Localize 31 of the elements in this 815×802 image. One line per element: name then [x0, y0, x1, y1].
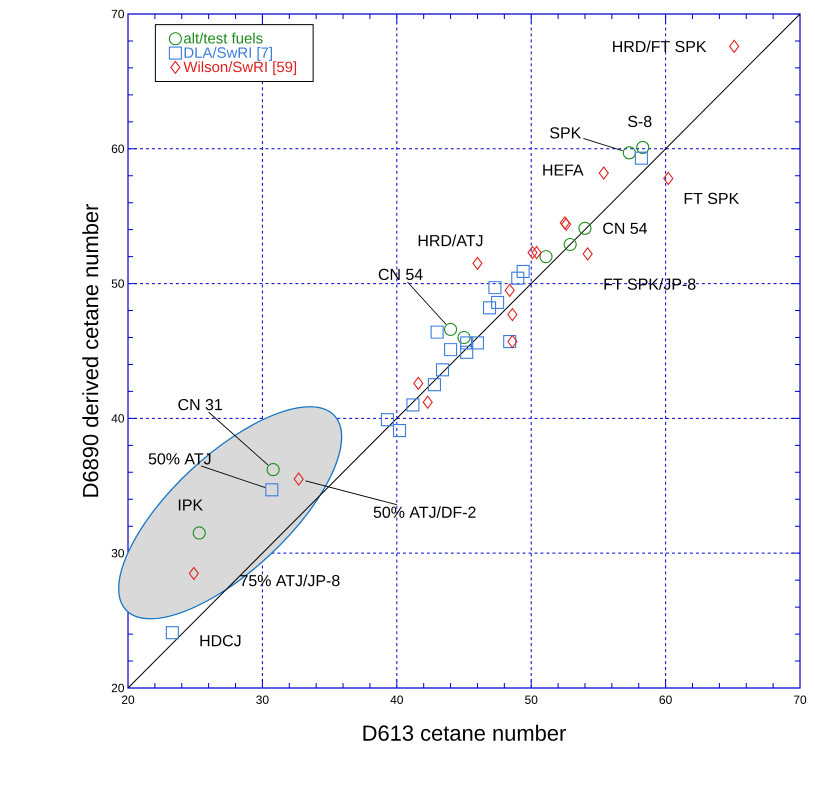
annotation: 50% ATJ/DF-2 — [374, 506, 476, 518]
annotation: 75% ATJ/JP-8 — [240, 574, 340, 586]
x-tick-label: 60 — [660, 696, 672, 704]
x-axis-title: D613 cetane number — [363, 724, 566, 741]
annotation: IPK — [178, 499, 203, 510]
legend-label: Wilson/SwRI [59] — [183, 61, 296, 76]
x-tick-label: 20 — [122, 696, 134, 704]
y-tick-label: 50 — [112, 279, 124, 288]
x-tick-label: 40 — [390, 696, 403, 704]
annotation: CN 54 — [603, 222, 648, 234]
y-tick-label: 20 — [112, 684, 124, 692]
x-tick-label: 70 — [794, 696, 806, 704]
y-tick-label: 40 — [111, 414, 124, 423]
annotation: HDCJ — [200, 635, 240, 646]
legend-label: DLA/SwRI [7] — [184, 46, 272, 61]
annotation: HRD/ATJ — [418, 234, 482, 246]
y-tick-label: 30 — [112, 548, 124, 558]
legend-label: alt/test fuels — [184, 32, 263, 44]
x-tick-label: 30 — [256, 696, 269, 704]
x-tick-label: 50 — [525, 696, 538, 704]
y-tick-label: 70 — [112, 10, 124, 18]
annotation: HRD/FT SPK — [613, 40, 706, 52]
y-tick-label: 60 — [112, 144, 124, 154]
annotation: S-8 — [628, 116, 652, 128]
annotation: HEFA — [543, 164, 584, 176]
annotation: SPK — [550, 127, 582, 138]
annotation: FT SPK — [684, 192, 740, 204]
annotation: FT SPK/JP-8 — [604, 278, 696, 290]
annotation: CN 31 — [178, 398, 222, 410]
y-axis-title: D6890 derived cetane number — [82, 204, 98, 497]
annotation: CN 54 — [378, 268, 423, 280]
